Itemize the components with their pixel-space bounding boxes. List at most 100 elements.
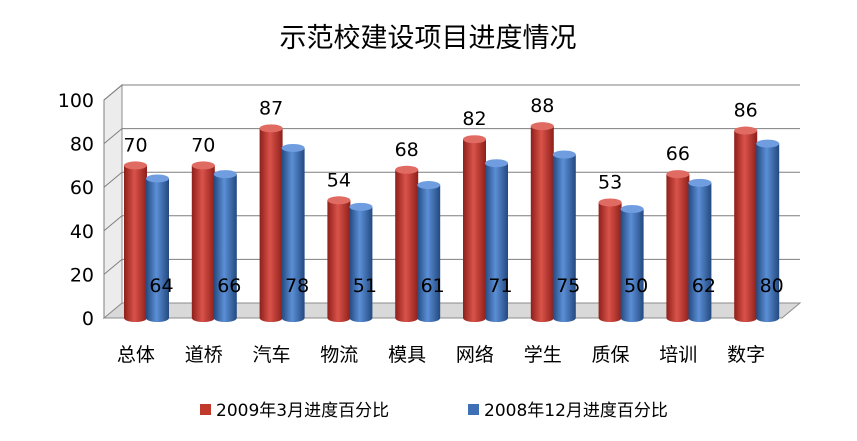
- bar: [213, 170, 237, 322]
- bar: [191, 161, 215, 322]
- bar-top: [395, 165, 419, 174]
- bar: [395, 165, 419, 322]
- legend-label: 2008年12月进度百分比: [484, 401, 668, 421]
- data-label: 87: [259, 97, 283, 119]
- y-tick-label: 40: [70, 221, 94, 243]
- bar-body: [552, 154, 576, 322]
- x-tick-label: 培训: [659, 344, 697, 366]
- chart-title: 示范校建设项目进度情况: [280, 23, 577, 54]
- bar-body: [756, 143, 780, 322]
- bar-body: [191, 165, 215, 322]
- data-label: 71: [488, 275, 512, 297]
- x-tick-label: 道桥: [185, 344, 223, 366]
- bar: [620, 205, 644, 322]
- bar: [259, 124, 283, 322]
- data-label: 54: [327, 169, 351, 191]
- x-tick-label: 质保: [591, 344, 629, 366]
- x-tick-label: 学生: [524, 344, 562, 366]
- bar-body: [620, 209, 644, 322]
- bar-body: [734, 130, 758, 322]
- legend-item: 2008年12月进度百分比: [468, 401, 668, 421]
- bar-top: [598, 198, 622, 207]
- x-tick-label: 数字: [727, 344, 765, 366]
- bar-body: [146, 178, 169, 322]
- bar-top: [688, 178, 712, 187]
- bar: [281, 143, 305, 322]
- bar-top: [213, 170, 237, 179]
- bar-body: [327, 200, 351, 322]
- data-label: 82: [462, 108, 486, 130]
- bar-top: [417, 181, 441, 190]
- bar-top: [734, 126, 758, 135]
- bar: [124, 161, 147, 322]
- data-label: 50: [624, 275, 648, 297]
- chart-side-wall: [103, 83, 123, 320]
- bar-body: [259, 128, 283, 322]
- legend: 2009年3月进度百分比 2008年12月进度百分比: [200, 401, 668, 421]
- bar-body: [417, 185, 441, 322]
- bar: [327, 196, 351, 322]
- bar-body: [666, 174, 690, 322]
- data-label: 53: [598, 171, 622, 193]
- bar-body: [688, 182, 712, 322]
- bar-top: [552, 150, 576, 159]
- y-tick-label: 80: [70, 134, 94, 156]
- bar-body: [395, 169, 419, 322]
- data-label: 70: [191, 134, 215, 156]
- data-label: 75: [556, 275, 580, 297]
- x-tick-label: 总体: [117, 344, 155, 366]
- bar: [485, 159, 508, 322]
- y-tick-label: 0: [82, 308, 94, 330]
- bar-top: [281, 143, 305, 152]
- data-label: 62: [692, 275, 716, 297]
- data-label: 68: [395, 139, 419, 161]
- bar: [598, 198, 622, 322]
- bar: [417, 181, 441, 322]
- x-tick-label: 网络: [456, 344, 494, 366]
- bar: [756, 139, 780, 322]
- gridline: [103, 128, 800, 144]
- bar-body: [463, 139, 486, 322]
- bar-top: [463, 135, 486, 144]
- data-label: 51: [353, 275, 377, 297]
- data-label: 66: [666, 143, 690, 165]
- bar-body: [598, 202, 622, 322]
- y-tick-label: 100: [58, 90, 94, 112]
- bar: [734, 126, 758, 322]
- bar: [688, 178, 712, 322]
- gridline: [103, 84, 800, 101]
- bar: [666, 170, 690, 322]
- bar-body: [485, 163, 508, 322]
- data-label: 80: [760, 275, 784, 297]
- data-label: 78: [285, 275, 309, 297]
- data-label: 61: [421, 275, 445, 297]
- legend-item: 2009年3月进度百分比: [200, 401, 389, 421]
- bar: [349, 202, 373, 322]
- bar-body: [281, 147, 305, 322]
- bar: [552, 150, 576, 322]
- x-tick-label: 汽车: [252, 344, 290, 366]
- bar-top: [124, 161, 147, 170]
- data-label: 86: [734, 100, 758, 122]
- bar-top: [191, 161, 215, 170]
- bar-top: [146, 174, 169, 183]
- bar-top: [259, 124, 283, 133]
- bar: [146, 174, 169, 322]
- y-tick-label: 20: [70, 264, 94, 286]
- data-label: 70: [123, 134, 147, 156]
- bar-top: [666, 170, 690, 179]
- bar-top: [485, 159, 508, 168]
- bar-body: [124, 165, 147, 322]
- bar-top: [620, 205, 644, 213]
- bar-top: [530, 122, 554, 131]
- bar: [463, 135, 486, 322]
- legend-label: 2009年3月进度百分比: [216, 401, 389, 421]
- legend-swatch: [468, 404, 479, 415]
- bar-body: [530, 126, 554, 322]
- bar-top: [349, 202, 373, 211]
- legend-swatch: [200, 404, 211, 415]
- bar-top: [756, 139, 780, 148]
- x-tick-label: 模具: [388, 344, 426, 366]
- data-label: 66: [217, 275, 241, 297]
